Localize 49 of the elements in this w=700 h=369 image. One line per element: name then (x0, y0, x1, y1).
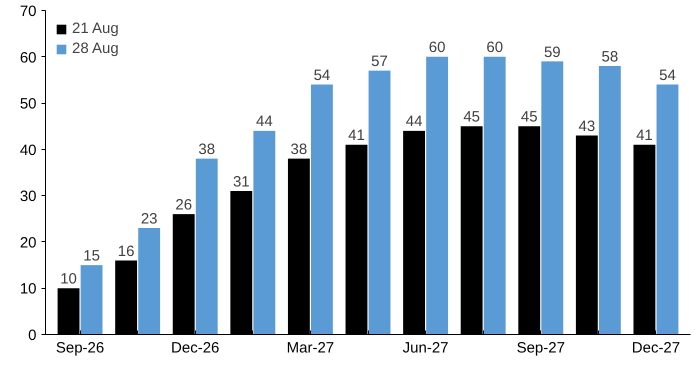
x-tick-label: Mar-27 (286, 340, 334, 356)
data-label: 54 (314, 66, 330, 84)
data-label: 45 (520, 108, 538, 126)
data-label: 59 (544, 44, 561, 61)
y-tick-label: 10 (20, 280, 37, 298)
bar (138, 228, 160, 334)
y-tick-label: 60 (20, 49, 37, 66)
legend-label: 28 Aug (72, 40, 119, 57)
data-label: 44 (256, 113, 273, 130)
legend-label: 21 Aug (72, 20, 119, 37)
y-tick-label: 20 (20, 234, 37, 252)
bar (310, 84, 333, 334)
bar (656, 84, 678, 334)
data-label: 23 (140, 210, 158, 228)
bar (80, 265, 103, 334)
bar (368, 70, 390, 334)
data-label: 57 (371, 53, 388, 70)
data-label: 38 (290, 140, 308, 158)
y-tick-label: 30 (20, 188, 37, 206)
bar (196, 158, 218, 334)
data-label: 16 (118, 242, 134, 260)
bar (484, 56, 506, 334)
x-tick-label: Dec-26 (171, 340, 220, 356)
y-tick-label: 50 (20, 96, 37, 113)
data-label: 45 (463, 108, 480, 126)
y-tick-label: 40 (20, 142, 37, 159)
data-label: 41 (636, 127, 653, 144)
bar (598, 66, 621, 334)
y-tick-label: 0 (28, 327, 36, 344)
data-label: 10 (60, 270, 77, 288)
x-tick-label: Sep-26 (56, 340, 104, 356)
x-tick-label: Sep-27 (516, 340, 565, 356)
data-label: 60 (428, 39, 446, 56)
data-label: 43 (578, 118, 596, 135)
x-tick-label: Dec-27 (632, 340, 680, 356)
x-tick-label: Jun-27 (402, 340, 449, 356)
data-label: 41 (348, 127, 365, 144)
y-tick-label: 70 (20, 3, 37, 20)
bar (253, 130, 276, 334)
data-label: 31 (232, 173, 250, 190)
bar (426, 56, 448, 334)
data-label: 15 (83, 247, 100, 264)
data-label: 58 (602, 48, 618, 66)
data-label: 44 (406, 113, 422, 130)
data-label: 26 (175, 196, 192, 214)
data-label: 38 (198, 140, 216, 158)
data-label: 54 (659, 66, 676, 84)
data-label: 60 (486, 39, 504, 56)
bar (541, 61, 564, 334)
